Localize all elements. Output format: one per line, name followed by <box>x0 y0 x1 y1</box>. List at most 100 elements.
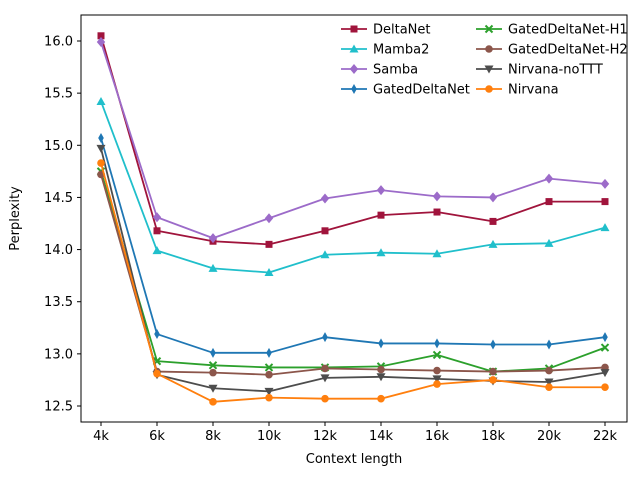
marker-circle <box>433 380 441 388</box>
marker-diamond <box>544 173 554 184</box>
marker-triangle-up <box>376 248 386 257</box>
x-tick-label: 8k <box>205 429 221 444</box>
x-tick-label: 4k <box>93 429 109 444</box>
marker-circle <box>321 394 329 403</box>
legend-item-Nirvana-noTTT: Nirvana-noTTT <box>476 63 603 78</box>
marker-diamond <box>264 213 274 224</box>
marker-x <box>600 343 610 352</box>
legend-item-Nirvana: Nirvana <box>476 83 559 98</box>
marker-triangle-down <box>600 369 610 378</box>
series-GatedDeltaNet <box>98 132 608 358</box>
marker-triangle-up <box>349 44 359 53</box>
marker-thin-diamond <box>266 347 272 358</box>
marker-triangle-down <box>484 65 494 74</box>
series-line-GatedDeltaNet-H1 <box>100 171 606 373</box>
marker-triangle-up <box>432 249 442 258</box>
marker-circle <box>209 398 217 406</box>
y-tick-label: 15.0 <box>44 139 73 154</box>
marker-x <box>208 361 218 370</box>
marker-diamond <box>600 178 610 189</box>
series-line-Nirvana-noTTT <box>100 148 606 393</box>
marker-circle <box>265 370 273 379</box>
marker-triangle-down <box>208 384 218 393</box>
x-tick-label: 22k <box>593 429 618 444</box>
marker-circle <box>209 368 217 377</box>
marker-triangle-up <box>488 239 498 248</box>
legend-item-GatedDeltaNet-H2: GatedDeltaNet-H2 <box>476 43 628 58</box>
x-tick-label: 10k <box>257 429 282 444</box>
marker-triangle-up <box>152 246 162 255</box>
y-tick-label: 13.0 <box>44 347 73 362</box>
series-line-Samba <box>100 41 606 240</box>
marker-triangle-up <box>600 223 610 232</box>
marker-triangle-down <box>544 378 554 387</box>
marker-circle <box>485 85 493 93</box>
marker-circle <box>485 45 493 53</box>
legend-label-Nirvana: Nirvana <box>508 83 559 98</box>
marker-square <box>433 208 441 216</box>
marker-x <box>432 350 442 360</box>
marker-x <box>484 24 494 34</box>
series-line-DeltaNet <box>100 35 605 246</box>
marker-circle <box>489 367 497 376</box>
x-tick-label: 14k <box>369 429 394 444</box>
y-tick-label: 12.5 <box>44 400 73 415</box>
marker-square <box>153 227 161 235</box>
marker-diamond <box>320 193 330 204</box>
marker-circle <box>97 159 105 167</box>
marker-square <box>321 227 329 235</box>
marker-x <box>264 363 274 372</box>
x-axis-label: Context length <box>306 452 403 467</box>
y-tick-label: 13.5 <box>44 295 73 310</box>
marker-thin-diamond <box>602 332 608 343</box>
marker-diamond <box>208 233 218 244</box>
marker-circle <box>265 393 273 402</box>
marker-thin-diamond <box>154 329 160 340</box>
marker-diamond <box>349 64 359 74</box>
series-Samba <box>96 37 610 244</box>
series-line-GatedDeltaNet-H2 <box>100 174 606 376</box>
series-Nirvana-noTTT <box>96 144 610 396</box>
marker-triangle-up <box>320 250 330 259</box>
legend-item-Mamba2: Mamba2 <box>341 43 429 58</box>
legend-item-DeltaNet: DeltaNet <box>341 23 431 38</box>
y-tick-label: 14.5 <box>44 191 73 206</box>
legend-item-Samba: Samba <box>341 63 418 78</box>
marker-circle <box>433 366 441 375</box>
marker-circle <box>545 383 553 392</box>
x-tick-label: 12k <box>313 429 338 444</box>
legend-label-GatedDeltaNet-H1: GatedDeltaNet-H1 <box>508 23 628 38</box>
marker-circle <box>601 383 609 392</box>
series-Mamba2 <box>96 96 610 277</box>
marker-diamond <box>96 37 106 48</box>
marker-triangle-down <box>96 144 106 153</box>
marker-square <box>265 240 273 248</box>
y-axis-label: Perplexity <box>8 186 23 251</box>
marker-square <box>377 211 385 219</box>
marker-circle <box>545 366 553 375</box>
marker-thin-diamond <box>351 84 357 94</box>
legend-label-DeltaNet: DeltaNet <box>373 23 431 38</box>
y-tick-label: 14.0 <box>44 243 73 258</box>
marker-thin-diamond <box>434 338 440 349</box>
marker-thin-diamond <box>98 132 104 143</box>
legend-item-GatedDeltaNet: GatedDeltaNet <box>341 83 470 98</box>
series-line-Mamba2 <box>100 101 606 274</box>
marker-diamond <box>488 192 498 203</box>
series-GatedDeltaNet-H2 <box>97 170 609 379</box>
series-line-Nirvana <box>100 162 605 403</box>
marker-thin-diamond <box>210 347 216 358</box>
x-tick-label: 16k <box>425 429 450 444</box>
marker-triangle-up <box>208 263 218 272</box>
legend-label-GatedDeltaNet-H2: GatedDeltaNet-H2 <box>508 43 628 58</box>
x-tick-label: 18k <box>481 429 506 444</box>
marker-diamond <box>432 191 442 202</box>
legend-label-GatedDeltaNet: GatedDeltaNet <box>373 83 470 98</box>
marker-triangle-down <box>432 375 442 384</box>
marker-circle <box>377 365 385 374</box>
marker-triangle-down <box>320 374 330 383</box>
marker-circle <box>153 369 161 378</box>
marker-circle <box>321 364 329 373</box>
marker-thin-diamond <box>378 338 384 349</box>
